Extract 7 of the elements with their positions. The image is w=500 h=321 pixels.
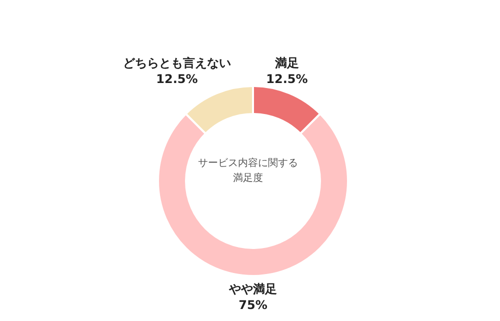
- slice-label: 満足: [274, 56, 299, 70]
- data-label: 75%: [238, 298, 268, 312]
- slice-label: どちらとも言えない: [123, 56, 231, 70]
- text: サービス内容に関する満足度: [198, 156, 298, 186]
- slice-label: やや満足: [228, 282, 277, 296]
- data-label: 12.5%: [156, 72, 198, 86]
- data-label: 12.5%: [266, 72, 308, 86]
